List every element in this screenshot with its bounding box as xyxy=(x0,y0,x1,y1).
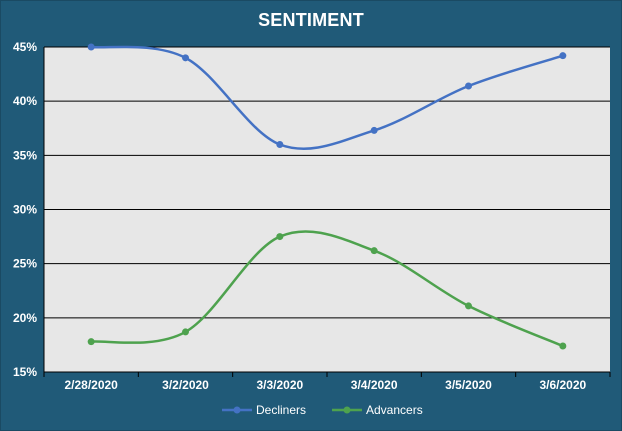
x-tick-label: 3/5/2020 xyxy=(445,378,492,392)
data-point-advancers xyxy=(87,338,95,346)
x-tick-label: 3/2/2020 xyxy=(162,378,209,392)
x-axis-ticks: 2/28/2020 3/2/2020 3/3/2020 3/4/2020 3/5/202… xyxy=(43,372,611,392)
legend-label-decliners: Decliners xyxy=(256,403,306,417)
x-tick-label: 3/3/2020 xyxy=(256,378,303,392)
y-tick-label: 35% xyxy=(13,148,37,162)
x-tick-label: 2/28/2020 xyxy=(64,378,118,392)
data-point-decliners xyxy=(465,82,472,90)
y-tick-label: 45% xyxy=(13,40,37,54)
legend-marker-advancers xyxy=(343,406,351,414)
data-point-decliners xyxy=(370,126,378,134)
series-line-decliners xyxy=(91,45,564,150)
data-point-decliners xyxy=(87,43,95,51)
chart-title: SENTIMENT xyxy=(258,10,364,30)
series-group xyxy=(87,43,567,350)
y-axis-ticks: 15% 20% 25% 30% 35% 40% 45% xyxy=(13,40,37,379)
y-tick-label: 20% xyxy=(13,311,37,325)
legend-marker-decliners xyxy=(233,406,241,414)
data-point-advancers xyxy=(370,247,378,255)
data-point-decliners xyxy=(182,54,189,62)
x-tick-label: 3/6/2020 xyxy=(539,378,586,392)
legend: Decliners Advancers xyxy=(222,403,423,417)
data-point-advancers xyxy=(182,328,189,336)
data-point-advancers xyxy=(559,342,567,350)
data-point-advancers xyxy=(276,233,284,241)
y-tick-label: 30% xyxy=(13,203,37,217)
legend-label-advancers: Advancers xyxy=(366,403,423,417)
data-point-advancers xyxy=(465,302,472,310)
y-tick-label: 25% xyxy=(13,257,37,271)
y-tick-label: 40% xyxy=(13,94,37,108)
data-point-decliners xyxy=(276,141,284,148)
y-tick-label: 15% xyxy=(13,365,37,379)
x-tick-label: 3/4/2020 xyxy=(351,378,398,392)
data-point-decliners xyxy=(559,52,567,60)
